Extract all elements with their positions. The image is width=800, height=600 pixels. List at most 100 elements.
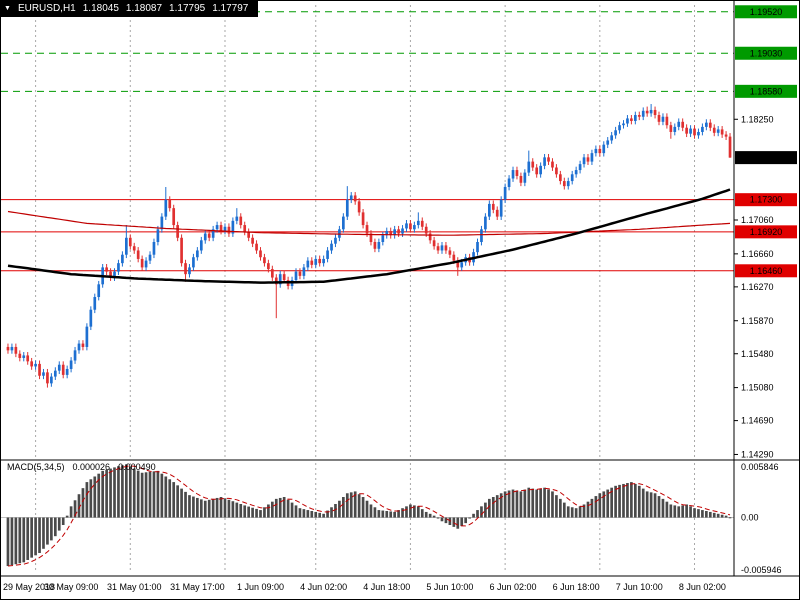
candle-body	[665, 116, 669, 126]
candle-body	[389, 231, 393, 236]
candle-body	[302, 267, 306, 276]
macd-histogram-bar	[519, 491, 523, 518]
ohlc-low-value: 1.17795	[169, 3, 206, 14]
macd-histogram-bar	[160, 473, 164, 518]
macd-histogram-bar	[314, 511, 318, 518]
time-axis-label: 6 Jun 18:00	[553, 582, 600, 592]
candle-body	[117, 263, 120, 272]
price-tick-label: 1.18250	[741, 114, 774, 124]
macd-histogram-bar	[188, 495, 191, 518]
candle-body	[452, 254, 456, 261]
candle-body	[322, 258, 325, 264]
macd-histogram-bar	[219, 497, 223, 518]
macd-histogram-bar	[231, 501, 235, 518]
macd-histogram-bar	[338, 500, 341, 518]
macd-histogram-bar	[144, 472, 148, 518]
macd-histogram-bar	[397, 510, 400, 518]
time-axis-label: 31 May 01:00	[107, 582, 162, 592]
candle-body	[342, 216, 345, 230]
price-tick-label: 1.16660	[741, 249, 774, 259]
price-badge	[735, 264, 797, 278]
candle-body	[97, 284, 101, 298]
candle-body	[109, 271, 112, 278]
macd-histogram-bar	[535, 489, 539, 518]
macd-histogram-bar	[432, 515, 436, 518]
candle-body	[132, 246, 136, 251]
macd-histogram-bar	[263, 507, 266, 518]
macd-histogram-bar	[424, 511, 428, 518]
macd-histogram-bar	[93, 476, 97, 518]
candle-body	[436, 246, 440, 251]
macd-histogram-bar	[345, 493, 349, 518]
macd-histogram-bar	[373, 507, 377, 518]
candle-body	[444, 245, 448, 251]
candle-body	[590, 153, 594, 162]
candle-body	[180, 237, 183, 264]
macd-histogram-bar	[464, 517, 468, 524]
candle-body	[65, 368, 69, 375]
macd-histogram-bar	[685, 504, 688, 518]
macd-histogram-bar	[673, 505, 677, 518]
macd-histogram-bar	[393, 511, 396, 518]
ohlc-open-value: 1.18045	[82, 3, 119, 14]
candle-body	[562, 181, 566, 187]
macd-histogram-bar	[148, 471, 152, 518]
macd-histogram-bar	[582, 504, 586, 518]
candle-body	[77, 343, 81, 351]
candle-body	[282, 274, 286, 281]
candle-body	[669, 125, 673, 132]
candle-body	[73, 350, 77, 361]
macd-histogram-bar	[697, 509, 700, 518]
macd-histogram-bar	[472, 513, 475, 518]
price-badge-label: 1.17797	[750, 153, 783, 163]
macd-histogram-bar	[610, 487, 613, 518]
candle-body	[85, 326, 89, 347]
macd-histogram-bar	[89, 479, 93, 518]
candle-body	[420, 220, 424, 227]
candle-body	[267, 263, 270, 270]
macd-histogram-bar	[235, 502, 239, 518]
candle-body	[81, 343, 85, 347]
macd-histogram-bar	[586, 501, 590, 518]
candle-body	[168, 199, 172, 209]
price-tick-label: 1.15480	[741, 349, 774, 359]
time-axis-label: 8 Jun 02:00	[679, 582, 726, 592]
candle-body	[606, 140, 610, 145]
candle-body	[594, 148, 598, 154]
candle-body	[298, 271, 302, 276]
macd-histogram-bar	[705, 511, 708, 518]
candle-body	[551, 161, 554, 168]
macd-histogram-bar	[278, 497, 282, 518]
candle-body	[231, 220, 235, 234]
candle-body	[677, 121, 681, 127]
macd-histogram-bar	[215, 497, 219, 518]
candle-body	[113, 271, 116, 278]
macd-histogram-bar	[653, 493, 657, 518]
candle-body	[247, 231, 250, 238]
macd-histogram-bar	[649, 492, 653, 518]
price-badge	[735, 46, 797, 60]
candle-body	[227, 226, 231, 234]
macd-axis-label: 0.00	[741, 513, 759, 523]
macd-histogram-bar	[539, 488, 542, 518]
macd-histogram-bar	[184, 491, 187, 518]
candle-body	[34, 363, 37, 367]
price-badge-label: 1.19030	[750, 48, 783, 58]
candle-body	[357, 201, 361, 213]
candle-body	[626, 118, 629, 124]
candle-body	[618, 125, 621, 131]
macd-histogram-bar	[199, 499, 203, 518]
macd-histogram-bar	[416, 506, 420, 518]
candle-body	[219, 225, 223, 231]
candle-body	[377, 242, 381, 249]
time-axis-label: 4 Jun 02:00	[300, 582, 347, 592]
macd-histogram-bar	[81, 488, 85, 518]
price-badge	[735, 84, 797, 98]
macd-histogram-bar	[306, 510, 310, 518]
candle-body	[641, 110, 645, 117]
macd-histogram-bar	[385, 511, 389, 518]
macd-histogram-bar	[527, 487, 531, 518]
macd-histogram-bar	[326, 510, 329, 518]
macd-histogram-bar	[716, 513, 720, 518]
